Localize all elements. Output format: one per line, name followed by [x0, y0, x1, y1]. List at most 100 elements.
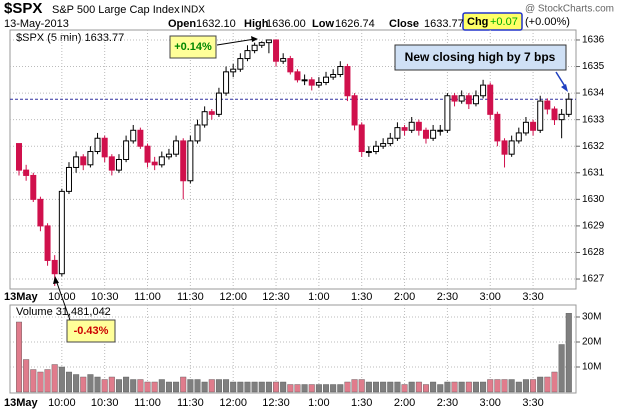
candle-body — [422, 129, 429, 139]
annotation-box — [66, 319, 116, 343]
candle-body — [173, 140, 180, 155]
candle-body — [551, 108, 558, 121]
volume-bar — [44, 369, 51, 393]
change-percent: (+0.00%) — [525, 16, 570, 28]
volume-legend: Volume 31,481,042 — [16, 306, 111, 318]
chart-subtitle: S&P 500 Large Cap Index — [52, 4, 180, 16]
candle-body — [244, 50, 251, 60]
y-tick-label: 1632 — [582, 141, 605, 152]
volume-bar — [551, 371, 558, 393]
candle-body — [101, 137, 108, 158]
candle-body — [65, 166, 72, 192]
volume-bar — [273, 381, 280, 393]
candle-body — [130, 129, 137, 142]
candle-body — [87, 151, 94, 166]
volume-bar — [244, 381, 251, 393]
candle-body — [108, 156, 115, 171]
candle-body — [115, 159, 122, 171]
candle-body — [558, 113, 565, 121]
candle-body — [273, 39, 280, 62]
volume-bar — [187, 379, 194, 393]
y-tick-label: 20M — [582, 337, 601, 348]
candle-body — [223, 71, 230, 94]
volume-bar — [508, 379, 515, 393]
volume-bar — [130, 379, 137, 393]
volume-bar — [165, 381, 172, 393]
candle-body — [458, 95, 465, 102]
volume-bar — [158, 379, 165, 393]
volume-bar — [437, 384, 444, 393]
y-tick-label: 30M — [582, 312, 601, 323]
candle-body — [530, 121, 537, 131]
volume-bar — [501, 379, 508, 393]
candle-body — [123, 140, 130, 160]
volume-bar — [351, 379, 358, 393]
candle-body — [515, 132, 522, 142]
annotation-box — [394, 44, 567, 71]
volume-bar — [522, 379, 529, 393]
candle-body — [58, 190, 65, 275]
annotation: +0.14% — [174, 41, 212, 53]
volume-bar — [58, 366, 65, 393]
x-tick-label: 10:30 — [91, 397, 119, 409]
volume-bar — [16, 321, 23, 393]
candle-body — [180, 140, 187, 182]
watermark: @ StockCharts.com — [525, 4, 614, 15]
candle-body — [215, 92, 222, 115]
volume-bar — [330, 384, 337, 393]
candle-body — [80, 156, 87, 166]
candle-body — [151, 161, 158, 166]
volume-bar — [451, 381, 458, 393]
candle-body — [501, 140, 508, 155]
volume-bar — [430, 381, 437, 393]
volume-panel — [9, 304, 577, 394]
x-tick-label: 11:30 — [177, 397, 204, 409]
candle-body — [415, 121, 422, 131]
annotation: New closing high by 7 bps — [405, 50, 556, 64]
volume-bar — [51, 364, 58, 393]
exchange: INDX — [181, 5, 205, 16]
volume-bar — [387, 381, 394, 393]
x-tick-label: 2:30 — [437, 397, 458, 409]
x-tick-label: 1:30 — [351, 291, 372, 303]
candle-body — [280, 58, 287, 62]
change-box — [462, 12, 523, 31]
candle-body — [465, 95, 472, 105]
volume-bar — [544, 376, 551, 393]
volume-bar — [480, 381, 487, 393]
candle-body — [315, 81, 322, 86]
y-tick-label: 1631 — [582, 167, 605, 178]
candle-body — [187, 140, 194, 182]
candle-body — [201, 111, 208, 126]
candle-body — [365, 151, 372, 154]
candle-body — [23, 169, 30, 176]
candle-body — [308, 79, 315, 86]
candle-body — [37, 198, 44, 227]
arrow — [216, 38, 256, 46]
candle-body — [373, 145, 379, 153]
y-tick-label: 1635 — [582, 61, 605, 72]
volume-bar — [201, 381, 208, 393]
volume-bar — [223, 379, 230, 393]
volume-bar — [258, 381, 265, 393]
volume-bar — [30, 369, 37, 393]
candle-body — [487, 84, 494, 115]
volume-bar — [123, 376, 130, 393]
candle-body — [401, 127, 408, 131]
quote-value: 1633.77 — [424, 18, 464, 30]
volume-bar — [515, 381, 522, 393]
volume-bar — [108, 376, 115, 393]
x-tick-label: 13May — [4, 291, 39, 303]
candle-body — [380, 143, 387, 147]
candle-body — [358, 124, 365, 153]
candle-body — [387, 137, 394, 145]
x-tick-label: 11:30 — [177, 291, 204, 303]
candle-body — [73, 156, 80, 168]
y-tick-label: 1634 — [582, 88, 605, 99]
quote-label: Low — [312, 18, 334, 30]
volume-bar — [151, 381, 158, 393]
change-value: +0.07 — [490, 16, 518, 28]
volume-bar — [144, 381, 151, 393]
candle-body — [230, 68, 237, 73]
